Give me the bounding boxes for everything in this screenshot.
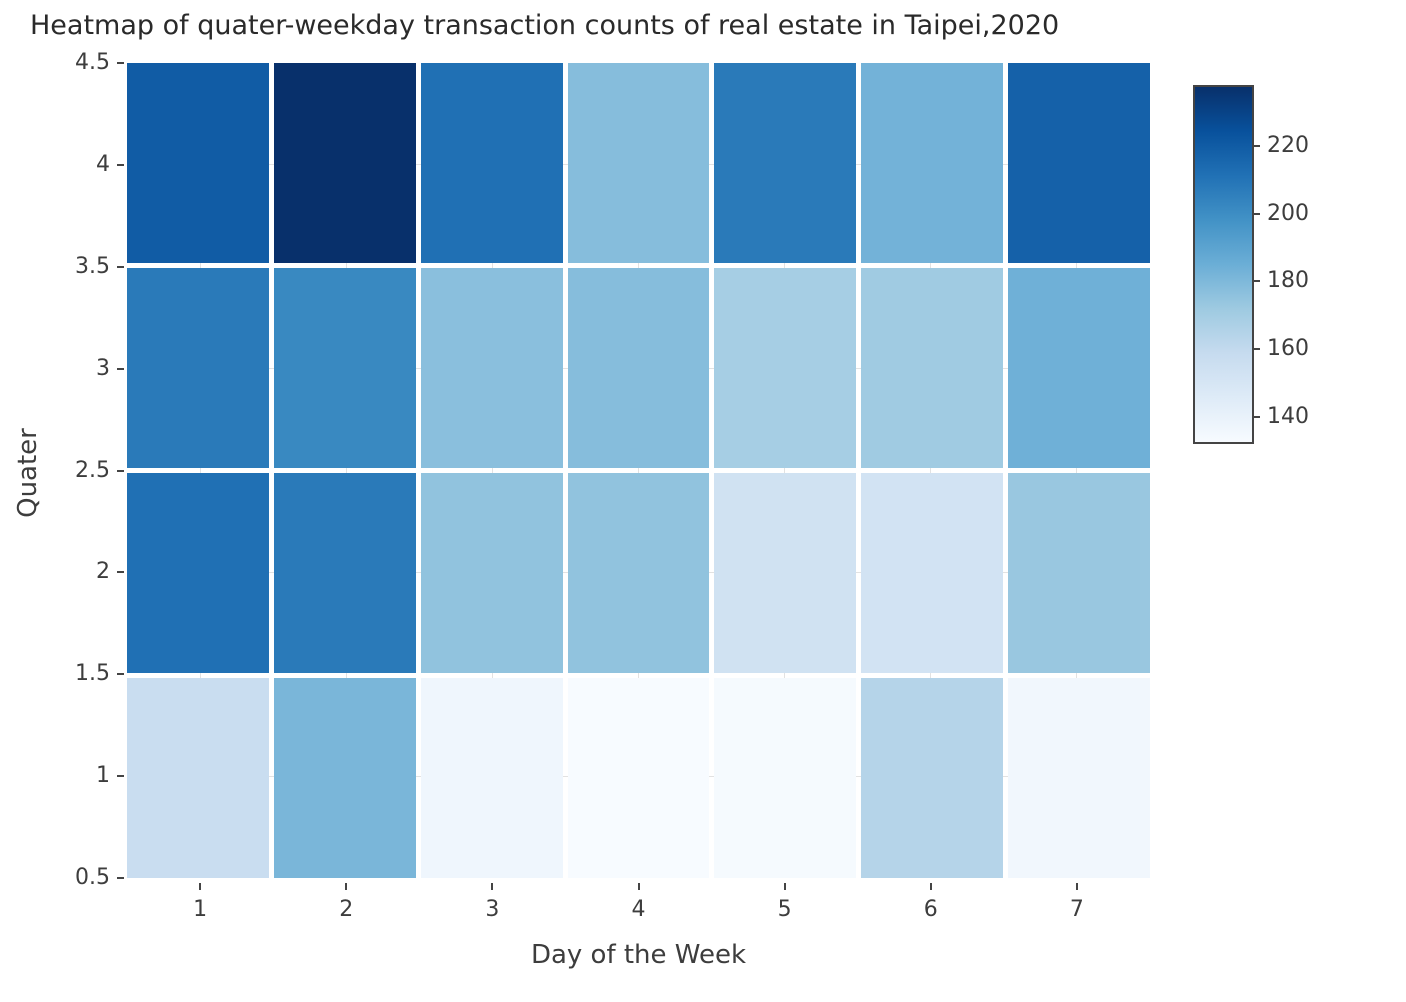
heatmap-cell[interactable] — [127, 268, 269, 468]
colorbar — [1193, 85, 1254, 444]
x-tick-mark — [929, 883, 932, 890]
heatmap-cell[interactable] — [1008, 678, 1150, 878]
colorbar-tick-label: 160 — [1267, 336, 1309, 362]
y-tick-label: 2 — [96, 559, 110, 585]
x-gridline — [1076, 63, 1078, 878]
y-tick-label: 1.5 — [75, 661, 110, 687]
x-gridline — [930, 63, 932, 878]
x-tick-label: 7 — [1069, 897, 1084, 922]
x-axis-title: Day of the Week — [530, 940, 747, 970]
x-tick-label: 2 — [339, 897, 354, 922]
heatmap-cell[interactable] — [420, 473, 563, 673]
heatmap-grid — [127, 63, 1150, 878]
x-gridline — [491, 63, 493, 878]
x-tick-mark — [199, 883, 202, 890]
plot-area — [127, 63, 1150, 878]
y-tick-mark — [117, 775, 124, 778]
x-gridline — [345, 63, 347, 878]
heatmap-cell[interactable] — [714, 678, 857, 878]
x-tick-mark — [491, 883, 494, 890]
colorbar-gradient — [1195, 87, 1252, 442]
colorbar-tick-label: 180 — [1267, 268, 1309, 294]
heatmap-cell[interactable] — [273, 268, 416, 468]
heatmap-cell[interactable] — [273, 473, 416, 673]
heatmap-cell[interactable] — [861, 678, 1004, 878]
heatmap-cell[interactable] — [714, 268, 857, 468]
heatmap-cell[interactable] — [420, 63, 563, 263]
colorbar-tick-label: 220 — [1267, 132, 1309, 158]
y-tick-mark — [117, 367, 124, 370]
heatmap-cell[interactable] — [567, 63, 710, 263]
y-tick-label: 3 — [96, 355, 110, 381]
heatmap-cell[interactable] — [420, 678, 563, 878]
y-tick-mark — [117, 571, 124, 574]
heatmap-cell[interactable] — [567, 678, 710, 878]
y-tick-label: 4 — [96, 151, 110, 177]
colorbar-tick-mark — [1254, 280, 1260, 283]
chart-title: Heatmap of quater-weekday transaction co… — [30, 10, 1060, 41]
colorbar-tick-label: 140 — [1267, 403, 1309, 429]
colorbar-tick-mark — [1254, 348, 1260, 351]
heatmap-cell[interactable] — [127, 63, 269, 263]
y-tick-mark — [117, 265, 124, 268]
x-gridline — [199, 63, 201, 878]
x-tick-label: 1 — [193, 897, 208, 922]
y-tick-label: 3.5 — [75, 253, 110, 279]
colorbar-tick-mark — [1254, 212, 1260, 215]
x-tick-label: 3 — [485, 897, 500, 922]
heatmap-cell[interactable] — [1008, 63, 1150, 263]
heatmap-cell[interactable] — [1008, 268, 1150, 468]
heatmap-cell[interactable] — [714, 473, 857, 673]
x-tick-label: 4 — [631, 897, 646, 922]
colorbar-tick-label: 200 — [1267, 200, 1309, 226]
y-tick-mark — [117, 163, 124, 166]
y-tick-label: 4.5 — [75, 50, 110, 75]
heatmap-cell[interactable] — [127, 678, 269, 878]
x-gridline — [784, 63, 786, 878]
y-tick-label: 1 — [96, 763, 110, 789]
y-tick-mark — [117, 877, 124, 879]
heatmap-cell[interactable] — [273, 63, 416, 263]
heatmap-cell[interactable] — [861, 473, 1004, 673]
x-tick-label: 6 — [923, 897, 938, 922]
colorbar-tick-mark — [1254, 144, 1260, 147]
x-tick-label: 5 — [777, 897, 792, 922]
heatmap-cell[interactable] — [714, 63, 857, 263]
y-tick-label: 2.5 — [75, 457, 110, 483]
heatmap-cell[interactable] — [861, 63, 1004, 263]
y-tick-mark — [117, 469, 124, 472]
x-tick-mark — [345, 883, 348, 890]
y-tick-mark — [117, 62, 124, 64]
y-tick-label: 0.5 — [75, 865, 110, 890]
x-tick-mark — [783, 883, 786, 890]
y-tick-mark — [117, 673, 124, 676]
y-axis-title: Quater — [13, 428, 43, 518]
heatmap-cell[interactable] — [127, 473, 269, 673]
heatmap-cell[interactable] — [420, 268, 563, 468]
heatmap-cell[interactable] — [273, 678, 416, 878]
heatmap-cell[interactable] — [567, 268, 710, 468]
x-tick-mark — [637, 883, 640, 890]
heatmap-cell[interactable] — [861, 268, 1004, 468]
x-gridline — [638, 63, 639, 878]
heatmap-cell[interactable] — [1008, 473, 1150, 673]
heatmap-cell[interactable] — [567, 473, 710, 673]
x-tick-mark — [1075, 883, 1078, 890]
colorbar-tick-mark — [1254, 415, 1260, 418]
